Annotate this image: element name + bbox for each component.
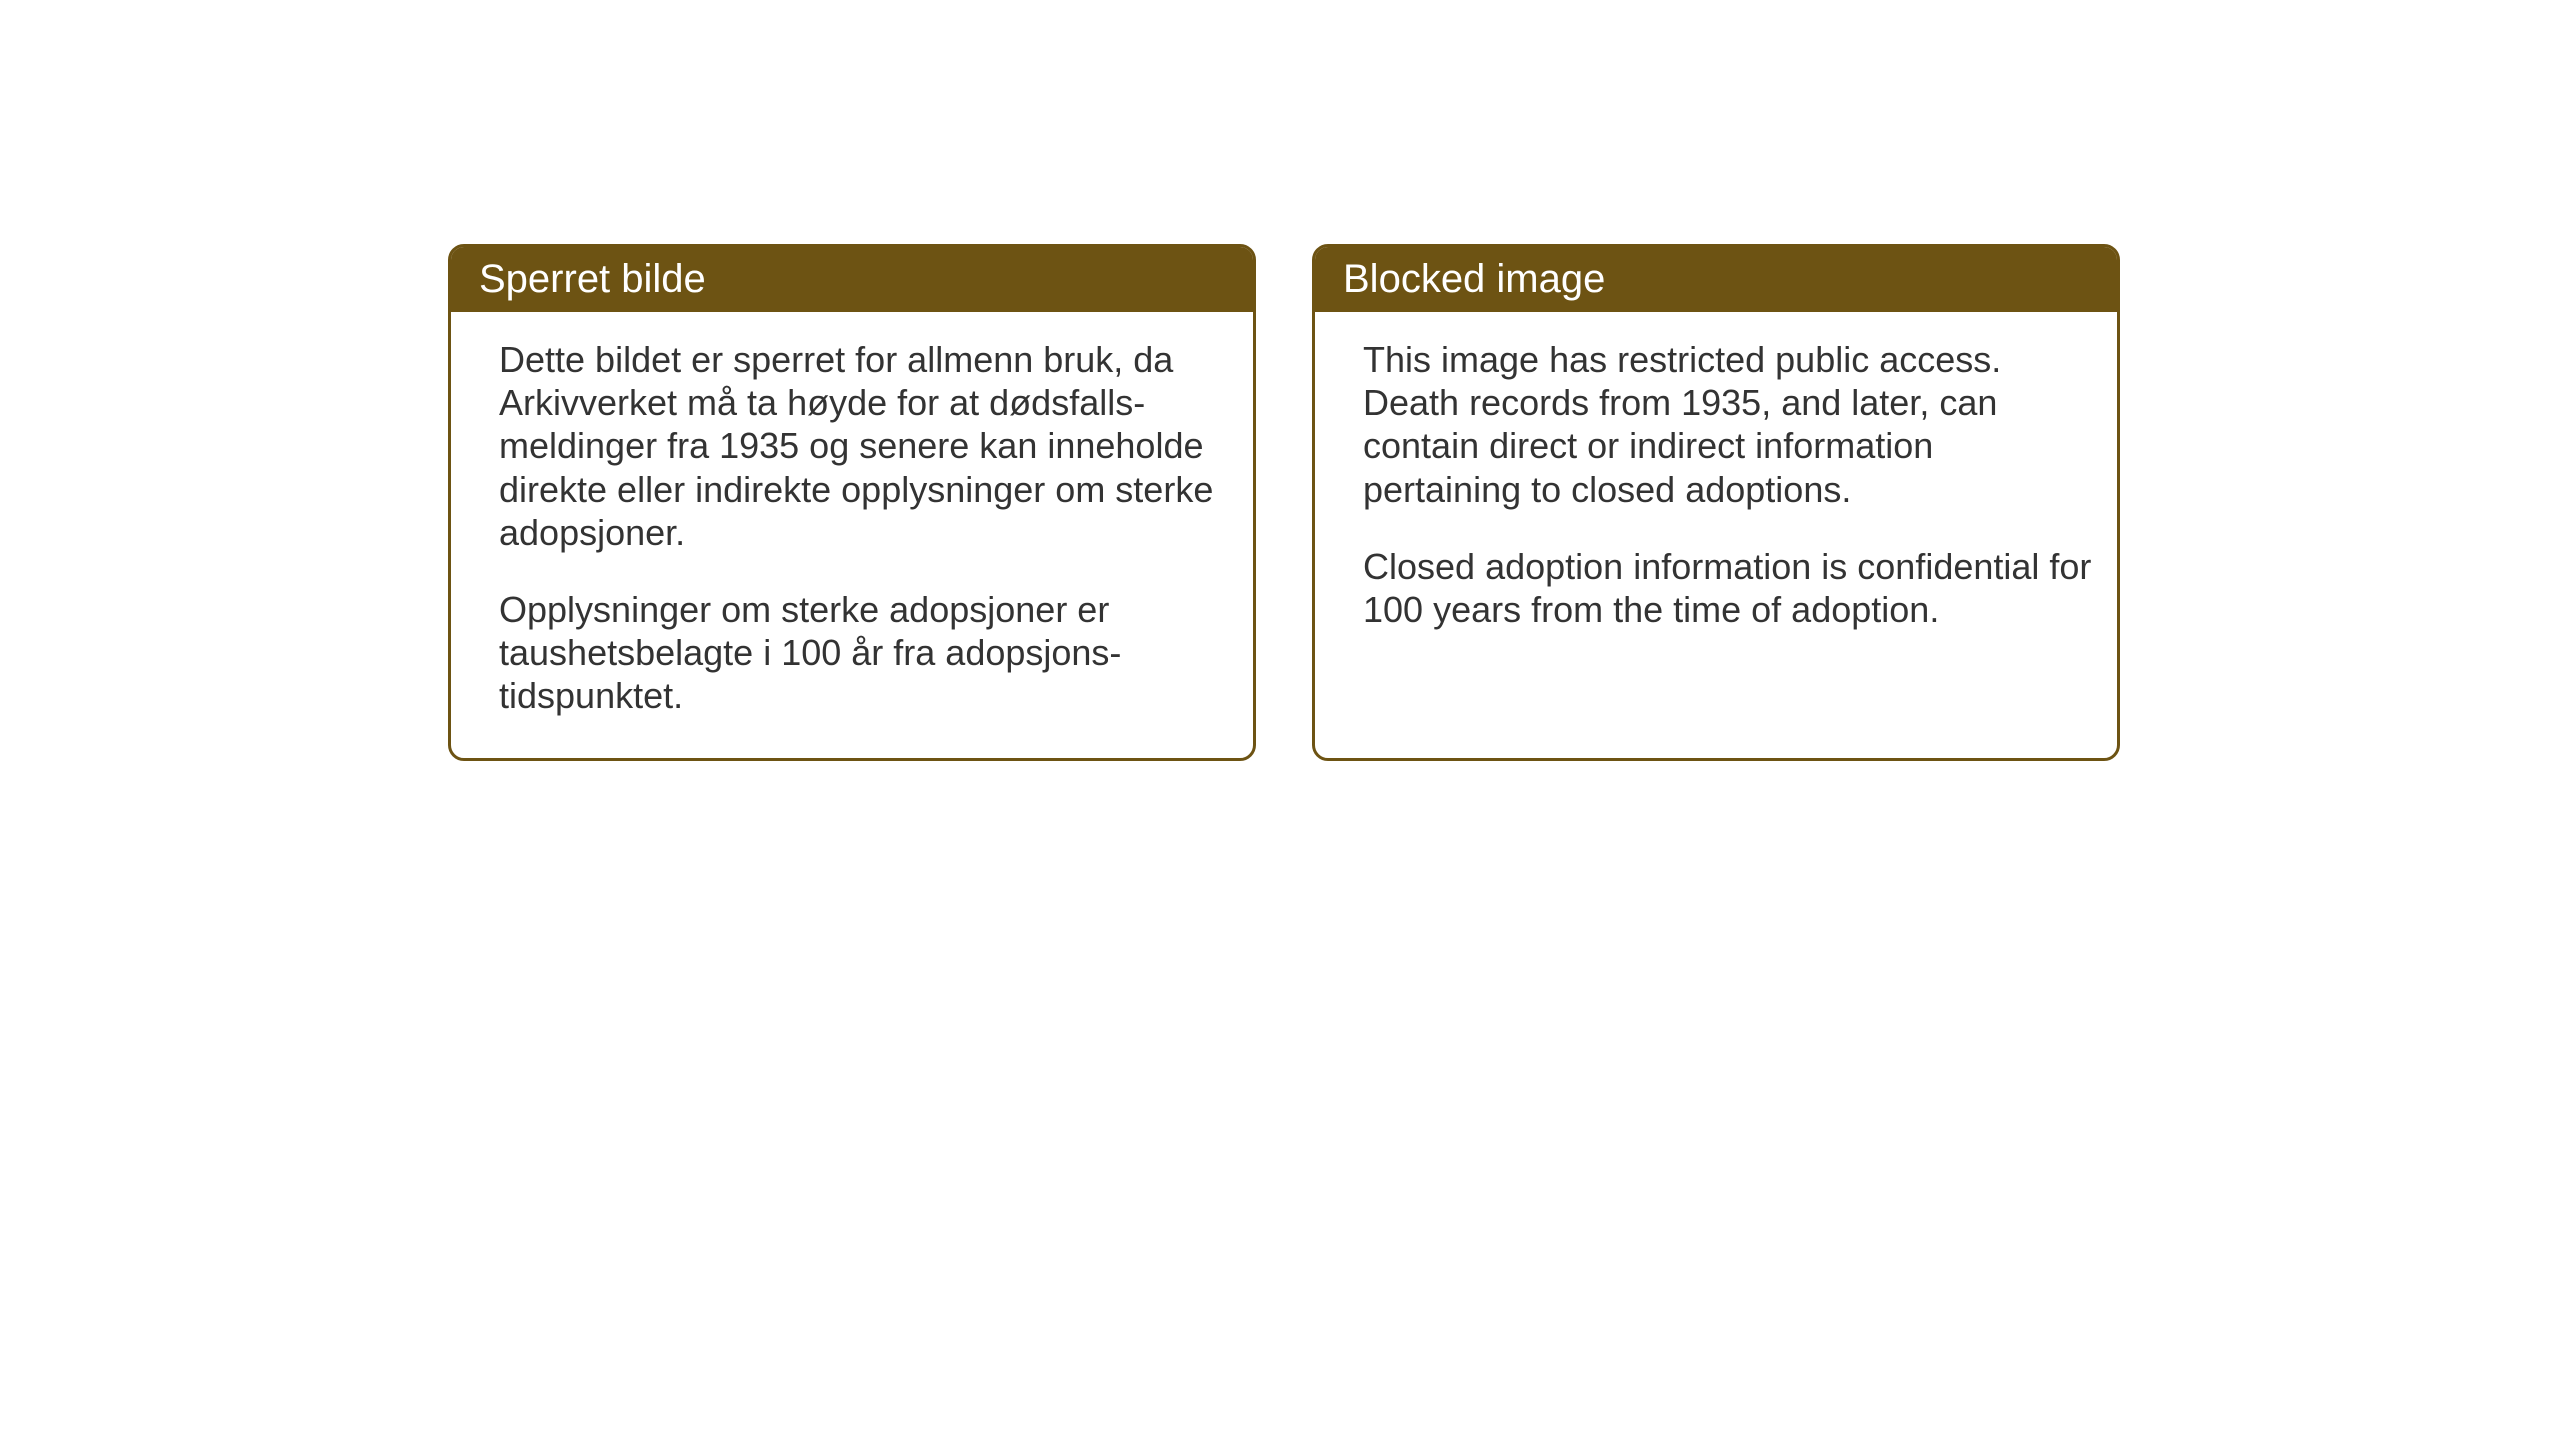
card-title-english: Blocked image (1343, 257, 1605, 301)
card-title-norwegian: Sperret bilde (479, 257, 706, 301)
notice-card-norwegian: Sperret bilde Dette bildet er sperret fo… (448, 244, 1256, 761)
card-paragraph-2-english: Closed adoption information is confident… (1363, 545, 2097, 631)
card-header-norwegian: Sperret bilde (451, 247, 1253, 312)
card-header-english: Blocked image (1315, 247, 2117, 312)
card-paragraph-1-norwegian: Dette bildet er sperret for allmenn bruk… (499, 338, 1233, 554)
card-body-norwegian: Dette bildet er sperret for allmenn bruk… (451, 312, 1253, 758)
card-paragraph-2-norwegian: Opplysninger om sterke adopsjoner er tau… (499, 588, 1233, 718)
card-body-english: This image has restricted public access.… (1315, 312, 2117, 752)
cards-container: Sperret bilde Dette bildet er sperret fo… (448, 244, 2120, 761)
card-paragraph-1-english: This image has restricted public access.… (1363, 338, 2097, 511)
notice-card-english: Blocked image This image has restricted … (1312, 244, 2120, 761)
